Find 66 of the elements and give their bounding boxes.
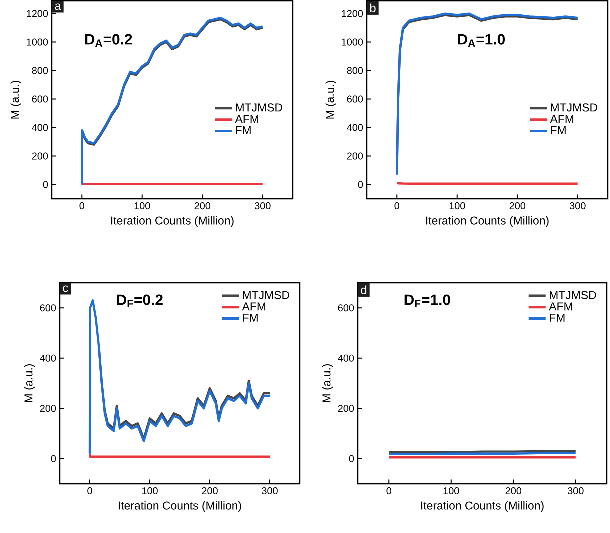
x-axis-title: Iteration Counts (Million) xyxy=(426,216,549,228)
legend-label: MTJMSD xyxy=(236,104,282,112)
y-tick-label: 1000 xyxy=(342,38,364,46)
y-tick-label: 400 xyxy=(347,124,364,132)
x-tick-label: 0 xyxy=(80,202,85,210)
y-tick-label: 600 xyxy=(347,96,364,103)
y-axis-title: M (a.u.) xyxy=(322,364,334,402)
y-tick-label: 400 xyxy=(338,354,354,362)
x-tick-label: 0 xyxy=(394,202,400,210)
x-tick-label: 200 xyxy=(510,202,526,210)
y-tick-label: 600 xyxy=(338,304,354,312)
x-tick-label: 300 xyxy=(254,202,271,210)
x-tick-label: 200 xyxy=(194,202,211,210)
legend-label: MTJMSD xyxy=(243,291,290,300)
y-tick-label: 0 xyxy=(43,181,48,188)
y-tick-label: 200 xyxy=(32,152,48,160)
x-tick-label: 200 xyxy=(506,488,522,495)
y-axis-title: M (a.u.) xyxy=(326,80,336,119)
y-tick-label: 0 xyxy=(51,455,56,462)
x-tick-label: 100 xyxy=(444,488,460,495)
legend-label: AFM xyxy=(242,302,266,311)
annotation: D$_{F}$=1.0 xyxy=(404,294,450,308)
x-axis-title: Iteration Counts (Million) xyxy=(118,501,242,512)
y-tick-label: 1200 xyxy=(342,10,364,18)
legend-label: AFM xyxy=(549,302,572,311)
y-tick-label: 600 xyxy=(32,96,48,103)
y-tick-label: 400 xyxy=(40,354,56,362)
legend-label: MTJMSD xyxy=(550,291,596,300)
legend-label: FM xyxy=(550,314,565,322)
y-tick-label: 200 xyxy=(338,405,354,412)
y-axis-title: M (a.u.) xyxy=(10,80,22,119)
x-tick-label: 0 xyxy=(88,488,92,495)
x-axis-title: Iteration Counts (Million) xyxy=(111,216,234,228)
annotation: c xyxy=(63,286,68,292)
y-tick-label: 1000 xyxy=(27,38,48,46)
y-tick-label: 0 xyxy=(358,181,364,188)
y-tick-label: 1200 xyxy=(27,10,48,18)
y-tick-label: 200 xyxy=(40,405,56,412)
legend-label: AFM xyxy=(235,115,259,124)
x-axis-title: Iteration Counts (Million) xyxy=(421,501,544,512)
x-tick-label: 100 xyxy=(142,488,158,495)
x-tick-label: 0 xyxy=(386,488,392,495)
legend-label: FM xyxy=(243,314,258,322)
y-tick-label: 800 xyxy=(347,67,364,74)
y-axis-title: M (a.u.) xyxy=(24,364,36,402)
annotation: a xyxy=(55,4,62,10)
x-tick-label: 100 xyxy=(134,202,150,210)
annotation: d xyxy=(361,286,367,294)
y-tick-label: 800 xyxy=(32,67,48,74)
legend-label: FM xyxy=(236,126,251,134)
legend-label: FM xyxy=(551,126,566,134)
y-tick-label: 0 xyxy=(349,455,354,462)
x-tick-label: 200 xyxy=(202,488,218,495)
y-tick-label: 200 xyxy=(347,152,364,160)
y-tick-label: 400 xyxy=(32,124,48,132)
x-tick-label: 300 xyxy=(262,488,278,495)
x-tick-label: 300 xyxy=(568,488,584,495)
x-tick-label: 100 xyxy=(450,202,466,210)
annotation: D$_{A}$=0.2 xyxy=(85,34,132,47)
annotation: D$_{A}$=1.0 xyxy=(458,34,506,47)
annotation: D$_{F}$=0.2 xyxy=(117,294,163,308)
legend-label: AFM xyxy=(550,115,574,124)
annotation: b xyxy=(370,4,376,12)
x-tick-label: 300 xyxy=(570,202,586,210)
legend-label: MTJMSD xyxy=(551,104,598,112)
y-tick-label: 600 xyxy=(40,304,56,312)
